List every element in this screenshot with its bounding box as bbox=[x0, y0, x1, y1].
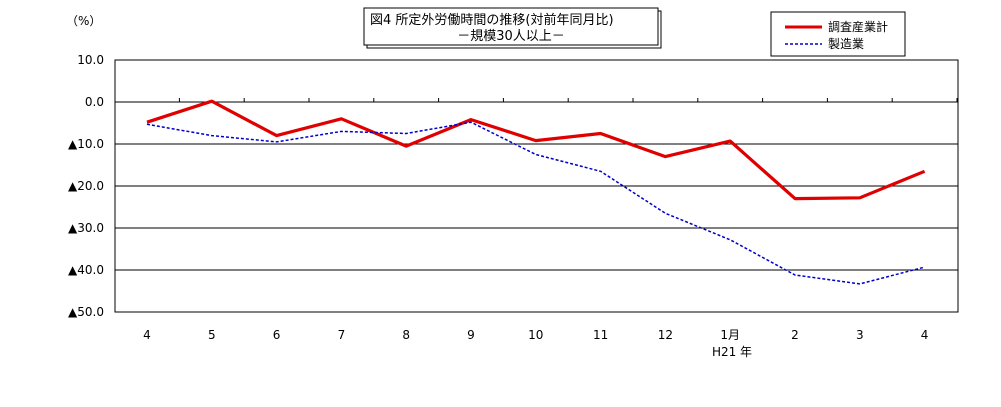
series-lines bbox=[146, 99, 926, 285]
x-tick-label-12: 4 bbox=[921, 328, 929, 342]
legend: 調査産業計 製造業 bbox=[770, 11, 906, 57]
y-tick-label-0: 10.0 bbox=[77, 53, 104, 67]
x-tick-label-1: 5 bbox=[208, 328, 216, 342]
x-axis-ticks: 4 5 6 7 8 9 10 11 12 1月 2 3 4 bbox=[143, 328, 928, 342]
x-tick-label-2: 6 bbox=[273, 328, 281, 342]
chart-title: 図4 所定外労働時間の推移(対前年同月比) bbox=[370, 12, 614, 28]
y-tick-label-6: ▲50.0 bbox=[68, 305, 104, 319]
x-tick-label-7: 11 bbox=[593, 328, 608, 342]
x-tick-label-3: 7 bbox=[338, 328, 346, 342]
x-tick-label-11: 3 bbox=[856, 328, 864, 342]
x-tick-label-8: 12 bbox=[658, 328, 673, 342]
y-axis-ticks: 10.0 0.0 ▲10.0 ▲20.0 ▲30.0 ▲40.0 ▲50.0 bbox=[68, 53, 104, 319]
series-line-1 bbox=[146, 121, 925, 285]
title-box: 図4 所定外労働時間の推移(対前年同月比) －規模30人以上－ bbox=[363, 7, 662, 49]
x-axis-year-label: H21 年 bbox=[712, 345, 752, 359]
y-tick-label-4: ▲30.0 bbox=[68, 221, 104, 235]
y-tick-label-5: ▲40.0 bbox=[68, 263, 104, 277]
x-tick-label-5: 9 bbox=[467, 328, 475, 342]
y-tick-label-1: 0.0 bbox=[85, 95, 104, 109]
y-tick-label-3: ▲20.0 bbox=[68, 179, 104, 193]
legend-label-all-industries: 調査産業計 bbox=[828, 19, 888, 34]
x-tick-label-6: 10 bbox=[528, 328, 543, 342]
chart-subtitle: －規模30人以上－ bbox=[457, 29, 565, 44]
x-tick-label-9: 1月 bbox=[720, 328, 740, 342]
gridlines bbox=[114, 59, 959, 313]
x-tick-label-0: 4 bbox=[143, 328, 151, 342]
y-tick-label-2: ▲10.0 bbox=[68, 137, 104, 151]
y-axis-unit-label: （%） bbox=[66, 14, 101, 28]
series-line-0 bbox=[146, 99, 926, 201]
x-tick-label-10: 2 bbox=[791, 328, 799, 342]
legend-label-manufacturing: 製造業 bbox=[828, 37, 864, 51]
x-tick-label-4: 8 bbox=[402, 328, 410, 342]
